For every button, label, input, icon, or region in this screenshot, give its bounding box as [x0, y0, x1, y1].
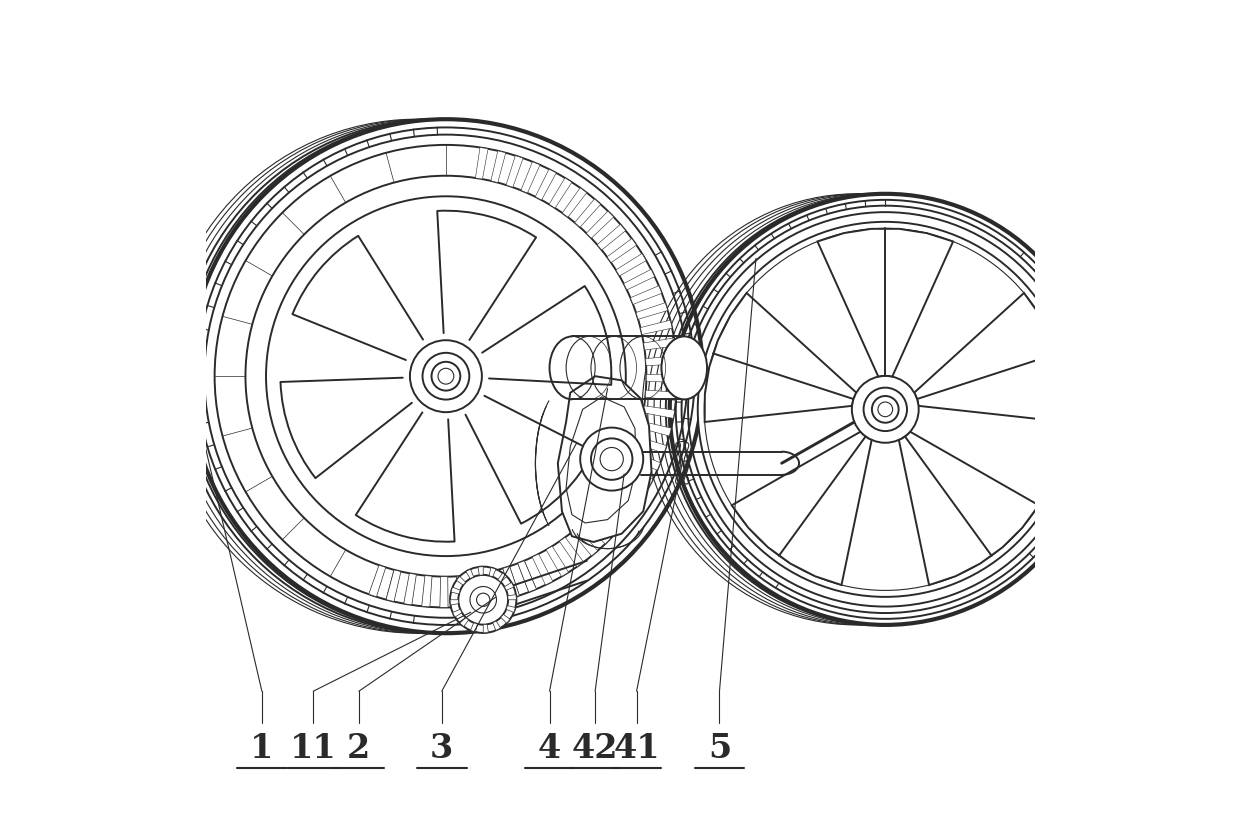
Polygon shape — [636, 303, 667, 320]
Text: 4: 4 — [538, 731, 562, 764]
Polygon shape — [491, 152, 506, 183]
Polygon shape — [587, 212, 614, 239]
Polygon shape — [521, 162, 539, 194]
Polygon shape — [630, 286, 662, 305]
Polygon shape — [574, 200, 600, 228]
Polygon shape — [732, 432, 872, 585]
Polygon shape — [559, 537, 584, 567]
Polygon shape — [484, 624, 489, 633]
Polygon shape — [451, 587, 460, 595]
Polygon shape — [456, 576, 466, 608]
Circle shape — [410, 341, 482, 412]
Polygon shape — [492, 621, 501, 631]
Polygon shape — [450, 600, 459, 605]
Polygon shape — [646, 357, 677, 366]
Circle shape — [863, 388, 906, 431]
Polygon shape — [614, 479, 645, 503]
Polygon shape — [456, 576, 466, 608]
Polygon shape — [646, 374, 677, 383]
Polygon shape — [422, 575, 432, 607]
Polygon shape — [489, 568, 496, 577]
Polygon shape — [501, 614, 510, 623]
Polygon shape — [456, 576, 466, 585]
Circle shape — [704, 229, 1066, 590]
Circle shape — [267, 197, 626, 556]
Polygon shape — [644, 339, 676, 350]
Text: 2: 2 — [347, 731, 371, 764]
Text: 5: 5 — [708, 731, 732, 764]
Polygon shape — [460, 618, 469, 627]
Circle shape — [450, 567, 516, 633]
Text: 3: 3 — [430, 731, 454, 764]
Polygon shape — [640, 320, 672, 335]
Polygon shape — [368, 566, 386, 597]
Polygon shape — [472, 574, 484, 606]
Polygon shape — [466, 570, 474, 579]
Polygon shape — [503, 566, 520, 599]
Polygon shape — [572, 527, 598, 556]
Text: 42: 42 — [572, 731, 619, 764]
Polygon shape — [506, 156, 523, 188]
Polygon shape — [532, 554, 553, 585]
Circle shape — [580, 428, 644, 491]
Polygon shape — [635, 437, 667, 454]
Polygon shape — [518, 561, 537, 592]
Polygon shape — [644, 407, 675, 419]
Polygon shape — [624, 270, 655, 291]
Polygon shape — [475, 148, 489, 180]
Circle shape — [852, 377, 919, 443]
Polygon shape — [817, 229, 954, 378]
Polygon shape — [506, 606, 516, 613]
Polygon shape — [487, 571, 502, 603]
Polygon shape — [497, 573, 507, 582]
Polygon shape — [645, 391, 677, 401]
Polygon shape — [704, 294, 857, 422]
Polygon shape — [470, 623, 477, 633]
Polygon shape — [487, 571, 502, 603]
Polygon shape — [503, 566, 520, 599]
Polygon shape — [518, 561, 537, 592]
Polygon shape — [608, 239, 636, 263]
Polygon shape — [453, 609, 463, 618]
Polygon shape — [616, 254, 646, 277]
Polygon shape — [507, 595, 516, 600]
Polygon shape — [558, 377, 651, 542]
Polygon shape — [605, 493, 635, 518]
Polygon shape — [914, 294, 1066, 422]
Circle shape — [591, 439, 632, 480]
Polygon shape — [386, 570, 401, 602]
Polygon shape — [899, 432, 1039, 585]
Polygon shape — [472, 574, 484, 606]
Ellipse shape — [661, 337, 707, 400]
Text: 11: 11 — [290, 731, 336, 764]
Polygon shape — [479, 567, 484, 575]
Polygon shape — [629, 451, 661, 470]
Polygon shape — [440, 577, 448, 608]
Polygon shape — [549, 179, 572, 209]
Polygon shape — [584, 517, 611, 544]
Circle shape — [688, 213, 1083, 607]
Circle shape — [682, 206, 1089, 614]
Circle shape — [670, 195, 1101, 625]
Text: 41: 41 — [614, 731, 660, 764]
Circle shape — [872, 397, 899, 423]
Circle shape — [459, 575, 508, 625]
Polygon shape — [546, 546, 569, 577]
Polygon shape — [404, 574, 417, 605]
Polygon shape — [640, 421, 671, 436]
Polygon shape — [598, 225, 626, 251]
Circle shape — [878, 402, 893, 417]
Circle shape — [698, 223, 1073, 597]
Polygon shape — [562, 189, 587, 218]
Polygon shape — [622, 466, 653, 487]
Text: 1: 1 — [250, 731, 274, 764]
Polygon shape — [505, 583, 513, 590]
Circle shape — [676, 200, 1095, 619]
Polygon shape — [595, 505, 624, 532]
Polygon shape — [536, 170, 557, 201]
